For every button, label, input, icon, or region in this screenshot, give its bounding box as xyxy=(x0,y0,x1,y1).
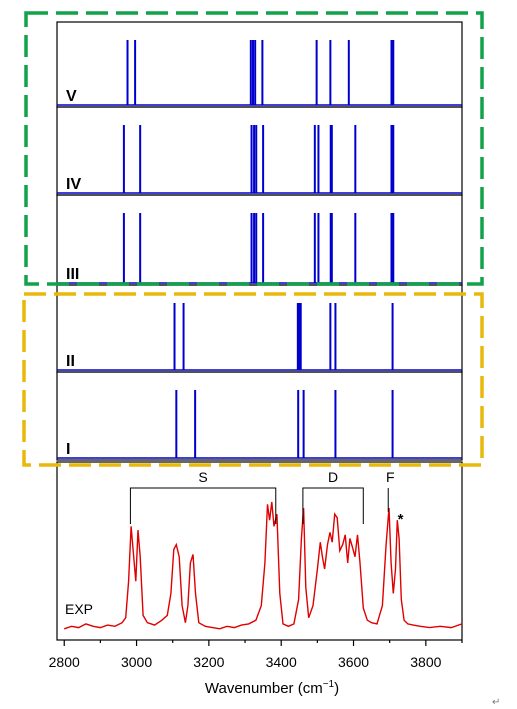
stick-panel-i: I xyxy=(56,371,463,461)
panel-label-ii: II xyxy=(66,353,75,370)
panel-frame xyxy=(56,371,463,461)
exp-panel-frame xyxy=(56,461,463,641)
panel-frame xyxy=(56,21,463,108)
bracket-d xyxy=(302,487,364,524)
x-tick-label: 3600 xyxy=(338,654,369,670)
panel-frame xyxy=(56,194,463,286)
x-axis: 2800 3000 3200 3400 3600 3800 xyxy=(49,640,463,670)
stick-panel-iii: III xyxy=(56,194,463,286)
highlight-box-green xyxy=(24,11,484,286)
x-axis-title-main: Wavenumber (cm xyxy=(205,680,323,697)
stick-panel-v: V xyxy=(56,21,463,108)
marker-label-f: F xyxy=(386,469,395,485)
x-tick-label: 3200 xyxy=(193,654,224,670)
panel-frame xyxy=(56,284,463,373)
highlight-box-yellow xyxy=(22,292,484,467)
bracket-label-d: D xyxy=(328,469,338,485)
x-tick-label: 3000 xyxy=(121,654,152,670)
panel-label-iv: IV xyxy=(66,176,81,193)
asterisk-mark: * xyxy=(398,511,404,528)
x-axis-title: Wavenumber (cm−1) xyxy=(205,679,339,697)
x-tick-label: 3400 xyxy=(266,654,297,670)
return-glyph: ↵ xyxy=(492,697,500,708)
x-axis-title-superscript: −1 xyxy=(323,679,335,690)
exp-label: EXP xyxy=(65,601,93,617)
x-tick-label: 2800 xyxy=(49,654,80,670)
exp-series-line xyxy=(63,501,463,630)
panel-label-v: V xyxy=(66,88,77,105)
stick-panel-iv: IV xyxy=(56,106,463,196)
panel-label-iii: III xyxy=(66,266,79,283)
experimental-spectrum-panel: EXP S D F * xyxy=(56,461,463,641)
highlight-boxes xyxy=(22,11,484,467)
bracket-s xyxy=(129,487,277,524)
panel-frame xyxy=(56,106,463,196)
stick-panel-ii: II xyxy=(56,284,463,373)
bracket-label-s: S xyxy=(198,469,207,485)
x-tick-label: 3800 xyxy=(410,654,441,670)
x-axis-title-close: ) xyxy=(334,680,339,697)
panel-label-i: I xyxy=(66,441,70,458)
